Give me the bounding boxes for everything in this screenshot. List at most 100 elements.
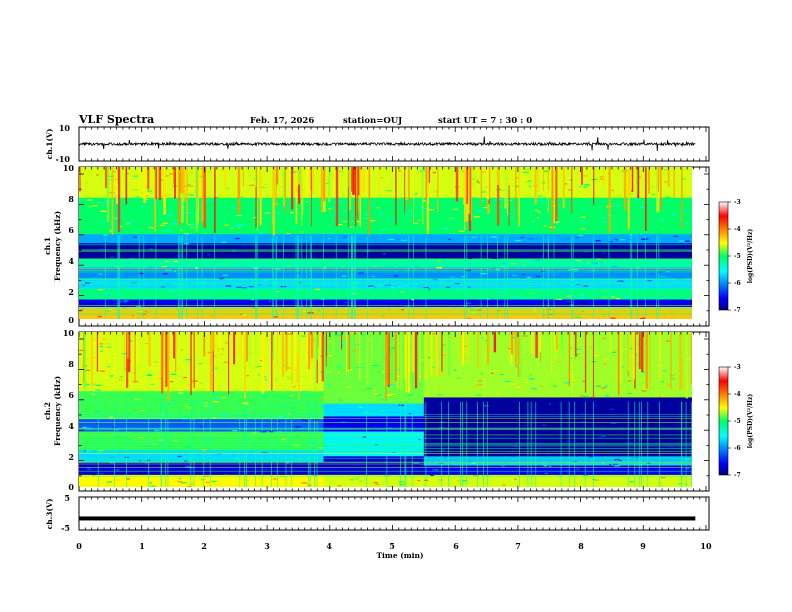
spec2-impulse-tail [483,401,484,487]
spec1-texture [520,295,523,297]
spec2-texture [456,480,460,482]
spec1-texture [527,238,534,240]
spec1-texture [159,305,162,307]
spec1-texture [190,226,195,228]
spec2-texture [246,375,249,377]
spec2-impulse-tail [239,401,241,487]
spec1-texture [395,238,401,241]
spec1-texture [584,184,590,186]
spec2-texture [508,348,511,350]
spec1-texture [127,263,130,265]
spec1-impulse [320,167,323,213]
spec2-texture [363,469,368,471]
spec1-texture [355,261,358,263]
spec2-texture [356,367,362,369]
spec1-texture [356,221,361,223]
spec1-texture [669,311,674,313]
spec2-texture [224,342,228,344]
spec1-impulse [466,167,468,204]
spec1-texture [405,269,408,271]
spec2-impulse-tail [244,401,246,487]
spec2-texture [253,432,256,434]
spec2-impulse [219,332,222,350]
spec2-texture [598,414,603,416]
spec1-impulse-tail [138,235,140,319]
spec2-texture [153,429,160,432]
spec2-impulse-tail [160,401,162,487]
spec2-texture [363,412,369,414]
spec2-texture [593,454,599,456]
spec2-impulse [530,332,534,355]
spec1-texture [510,262,516,265]
spec2-texture [138,460,142,462]
spec1-impulse [508,167,510,226]
spec1-texture [628,303,631,305]
spec2-impulse [233,332,236,365]
spec1-texture [555,298,558,300]
spec1-texture [568,189,574,191]
spec1-impulse [656,167,659,213]
spec1-texture [405,198,409,200]
spec1-texture [372,275,375,278]
spec2-impulse [477,332,479,369]
spec1-texture [405,276,410,278]
spec2-texture [327,384,330,386]
spec1-texture [340,204,347,206]
spec2-texture [388,486,393,487]
spec2-impulse-tail [592,401,594,487]
spec2-texture [658,395,662,397]
spec1-texture [389,219,394,221]
ch3-ytick-bottom: -5 [61,523,70,533]
spec1-texture [520,236,525,239]
spec2-texture [170,381,174,383]
spec2-texture [628,392,632,395]
spec1-texture [449,254,453,256]
spec1-texture [541,315,547,317]
spec2-texture [149,482,153,484]
spec2-impulse [173,332,175,359]
spec1-texture [105,255,111,257]
spec2-texture [376,394,382,396]
spec1-impulse-tail [487,235,488,319]
spec2-texture [151,363,156,365]
spec2-texture [349,479,354,481]
spec1-texture [578,186,583,188]
spec1-texture [387,284,391,286]
spec1-impulse [408,167,410,204]
spec2-impulse [623,332,626,383]
spec1-texture [102,234,108,236]
spec2-impulse [568,332,571,387]
spec1-texture [482,212,486,214]
spec1-texture [422,200,427,202]
spec1-texture [661,219,666,222]
spec1-texture [136,306,142,308]
spec2-texture [688,358,692,360]
spec2-impulse [332,332,335,370]
spec2-texture [260,431,267,433]
spec1-texture [231,188,235,190]
spec1-texture [526,276,531,278]
spec1-texture [392,290,397,292]
spec1-texture [288,274,292,277]
spec2-texture [501,465,505,467]
spec2-texture [572,379,577,381]
spec1-impulse-tail [542,235,544,319]
spec2-texture [626,347,633,350]
spec1-texture [682,245,685,247]
spec2-texture [488,350,494,352]
spec1-texture [137,318,142,319]
spec2-impulse [493,332,497,353]
spec1-texture [164,194,170,197]
spec2-impulse [209,332,212,392]
spec2-texture [461,480,468,482]
spec1-texture [499,198,504,201]
spec2-band [323,403,425,416]
spec1-texture [276,290,280,293]
spec1-texture [264,212,271,214]
spec1-texture [588,167,593,170]
spec2-texture [631,454,634,457]
spec1-texture [380,229,386,231]
spec2-texture [590,400,594,402]
spec1-texture [342,275,347,277]
spec1-band [79,277,692,289]
